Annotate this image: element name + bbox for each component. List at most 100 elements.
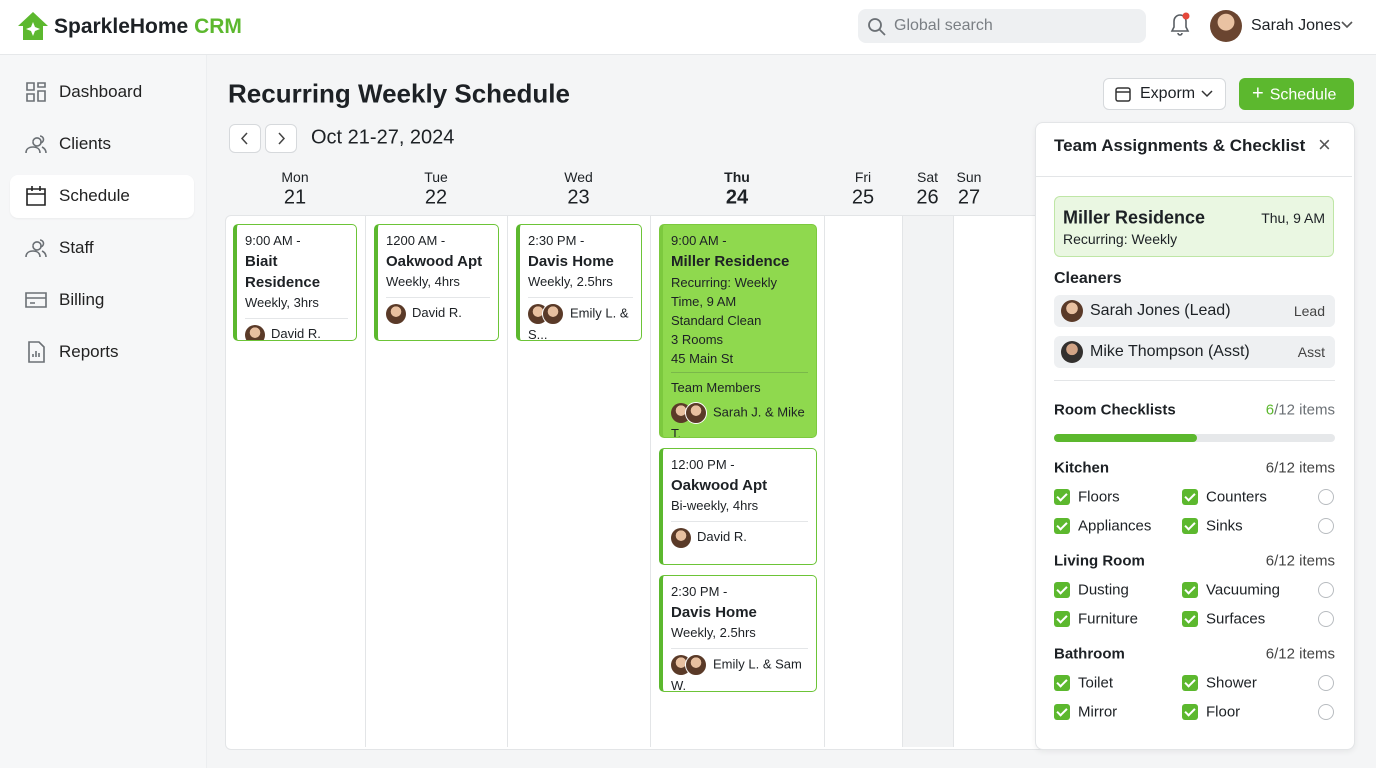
- event-time: 2:30 PM -: [671, 584, 728, 599]
- room-count: 6/12 items: [1265, 552, 1335, 570]
- event-detail: Weekly, 2.5hrs: [671, 625, 756, 640]
- event-card[interactable]: 2:30 PM - Davis Home Weekly, 2.5hrs Emily L…: [659, 575, 817, 692]
- event-title: Miller Residence: [671, 253, 790, 270]
- nav-icon: [28, 341, 45, 363]
- staff-names: Emily L. & Sam W.: [671, 656, 802, 692]
- summary-box: [1054, 196, 1334, 257]
- nav-icon: [25, 135, 47, 154]
- day-date: 21: [283, 186, 307, 209]
- prev-week[interactable]: [229, 124, 261, 153]
- close-icon[interactable]: ×: [1318, 132, 1331, 157]
- brand: SparkleHome CRM: [54, 15, 242, 39]
- event-title: Davis Home: [528, 253, 614, 270]
- room-count: 6/12 items: [1265, 459, 1335, 477]
- event-detail: Weekly, 4hrs: [386, 274, 460, 289]
- event-title: Davis Home: [671, 604, 757, 621]
- day-name: Fri: [854, 169, 872, 185]
- room-name: Living Room: [1054, 552, 1145, 570]
- nav-item[interactable]: Dashboard: [59, 82, 143, 101]
- event-detail: Weekly, 2.5hrs: [528, 274, 613, 289]
- schedule-button[interactable]: [1239, 78, 1354, 110]
- checkbox[interactable]: [1054, 675, 1070, 691]
- logo: [18, 12, 48, 40]
- event-detail: Weekly, 3hrs: [245, 295, 319, 310]
- divider: [671, 648, 808, 649]
- event-detail: Recurring: Weekly: [671, 275, 777, 290]
- checkbox[interactable]: [1054, 611, 1070, 627]
- weekend-column: [903, 216, 953, 747]
- staff-names: David R.: [412, 305, 462, 320]
- column-divider: [902, 216, 903, 747]
- staff-avatar: [685, 654, 707, 676]
- event-card[interactable]: 2:30 PM - Davis Home Weekly, 2.5hrs Emily L…: [516, 224, 642, 341]
- checkbox[interactable]: [1054, 518, 1070, 534]
- schedule-text[interactable]: Schedule: [1269, 86, 1337, 104]
- day-name: Wed: [564, 169, 593, 185]
- checkbox[interactable]: [1182, 675, 1198, 691]
- cleaner-name: Mike Thompson (Asst): [1090, 343, 1250, 360]
- calendar-icon: [1115, 87, 1131, 102]
- export-label[interactable]: Exporm: [1140, 85, 1196, 102]
- nav-item[interactable]: Staff: [59, 238, 94, 257]
- search-placeholder: Global search: [894, 17, 993, 34]
- checkbox[interactable]: [1182, 611, 1198, 627]
- staff-names: Emily L. & S...: [528, 305, 629, 341]
- checkbox[interactable]: [1182, 582, 1198, 598]
- event-card[interactable]: 1200 AM - Oakwood Apt Weekly, 4hrs David R.: [374, 224, 499, 341]
- day-name: Sun: [956, 169, 982, 185]
- progress-done: 6: [1265, 401, 1275, 419]
- divider: [245, 318, 348, 319]
- check-status: [1318, 675, 1334, 691]
- event-detail: 45 Main St: [671, 351, 734, 366]
- nav-item[interactable]: Clients: [59, 134, 111, 153]
- staff-avatar: [386, 303, 406, 324]
- progress-text: 6/12 items: [1266, 402, 1335, 419]
- checkbox[interactable]: [1182, 704, 1198, 720]
- check-status: [1318, 489, 1334, 505]
- nav-item[interactable]: Reports: [59, 342, 119, 361]
- chevron: [1201, 90, 1213, 98]
- event-card[interactable]: 12:00 PM - Oakwood Apt Bi-weekly, 4hrs Davi…: [659, 448, 817, 565]
- checklists-label: Room Checklists: [1054, 401, 1176, 419]
- staff-row: Emily L. & S...: [528, 303, 633, 341]
- panel-divider: [1036, 176, 1352, 177]
- summary-recurrence: Recurring: Weekly: [1063, 231, 1178, 247]
- event-card[interactable]: 9:00 AM - Biait Residence Weekly, 3hrs Davi…: [233, 224, 357, 341]
- user-name[interactable]: Sarah Jones: [1251, 17, 1341, 34]
- check-status: [1318, 582, 1334, 598]
- event-time: 9:00 AM -: [671, 233, 727, 248]
- user-avatar[interactable]: [1210, 10, 1242, 42]
- event-card[interactable]: 9:00 AM - Miller Residence Recurring: Week…: [659, 224, 817, 438]
- checkbox[interactable]: [1182, 518, 1198, 534]
- check-item: Toilet: [1078, 674, 1114, 692]
- day-date: 27: [957, 186, 981, 209]
- cleaner-row: [1054, 295, 1335, 327]
- staff-names: Sarah J. & Mike T.: [671, 404, 805, 438]
- check-item: Furniture: [1078, 610, 1139, 628]
- search-box[interactable]: [858, 9, 1146, 43]
- day-name: Sat: [916, 169, 939, 185]
- next-week[interactable]: [265, 124, 297, 153]
- check-status: [1318, 704, 1334, 720]
- notifications[interactable]: [1168, 11, 1192, 37]
- day-name: Thu: [724, 169, 750, 185]
- nav-item[interactable]: Schedule: [59, 186, 130, 205]
- checkbox[interactable]: [1054, 582, 1070, 598]
- day-date: 25: [851, 186, 875, 209]
- divider: [671, 521, 808, 522]
- check-item: Sinks: [1206, 517, 1243, 535]
- day-date: 24: [725, 186, 749, 209]
- staff-avatar: [542, 303, 564, 325]
- summary-when: Thu, 9 AM: [1261, 210, 1325, 226]
- checkbox[interactable]: [1054, 489, 1070, 505]
- checkbox[interactable]: [1054, 704, 1070, 720]
- staff-row: Sarah J. & Mike T.: [671, 402, 808, 438]
- nav-item[interactable]: Billing: [59, 290, 105, 309]
- schedule-label[interactable]: + Schedule: [1252, 83, 1336, 106]
- day-date: 23: [567, 186, 590, 209]
- event-time: 12:00 PM -: [671, 457, 735, 472]
- checkbox[interactable]: [1182, 489, 1198, 505]
- date-range: Oct 21-27, 2024: [311, 126, 455, 149]
- cleaner-avatar: [1061, 341, 1083, 363]
